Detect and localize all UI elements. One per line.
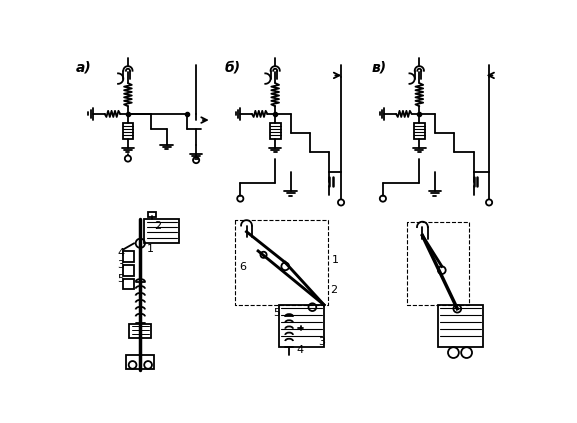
- Text: 1: 1: [147, 244, 153, 254]
- Bar: [123, 279, 134, 289]
- Text: 5: 5: [273, 308, 280, 319]
- Text: 2: 2: [154, 221, 162, 231]
- Text: 2: 2: [330, 285, 338, 295]
- Text: 3: 3: [318, 337, 325, 347]
- Text: 5: 5: [117, 274, 124, 284]
- Text: 1: 1: [332, 255, 339, 264]
- Text: 6: 6: [239, 262, 246, 272]
- Text: 3: 3: [117, 260, 124, 270]
- Bar: [148, 212, 156, 217]
- Text: 4: 4: [297, 345, 304, 355]
- Text: а): а): [76, 60, 92, 74]
- Bar: [123, 251, 134, 262]
- Bar: [126, 355, 154, 369]
- Bar: [122, 123, 133, 139]
- Bar: [144, 219, 179, 243]
- Text: б): б): [225, 60, 241, 74]
- Text: 4: 4: [117, 247, 124, 258]
- Text: в): в): [371, 60, 387, 74]
- Bar: [438, 305, 483, 347]
- Bar: [129, 324, 151, 338]
- Bar: [123, 265, 134, 276]
- Bar: [414, 123, 425, 139]
- Bar: [270, 123, 280, 139]
- Bar: [279, 305, 324, 347]
